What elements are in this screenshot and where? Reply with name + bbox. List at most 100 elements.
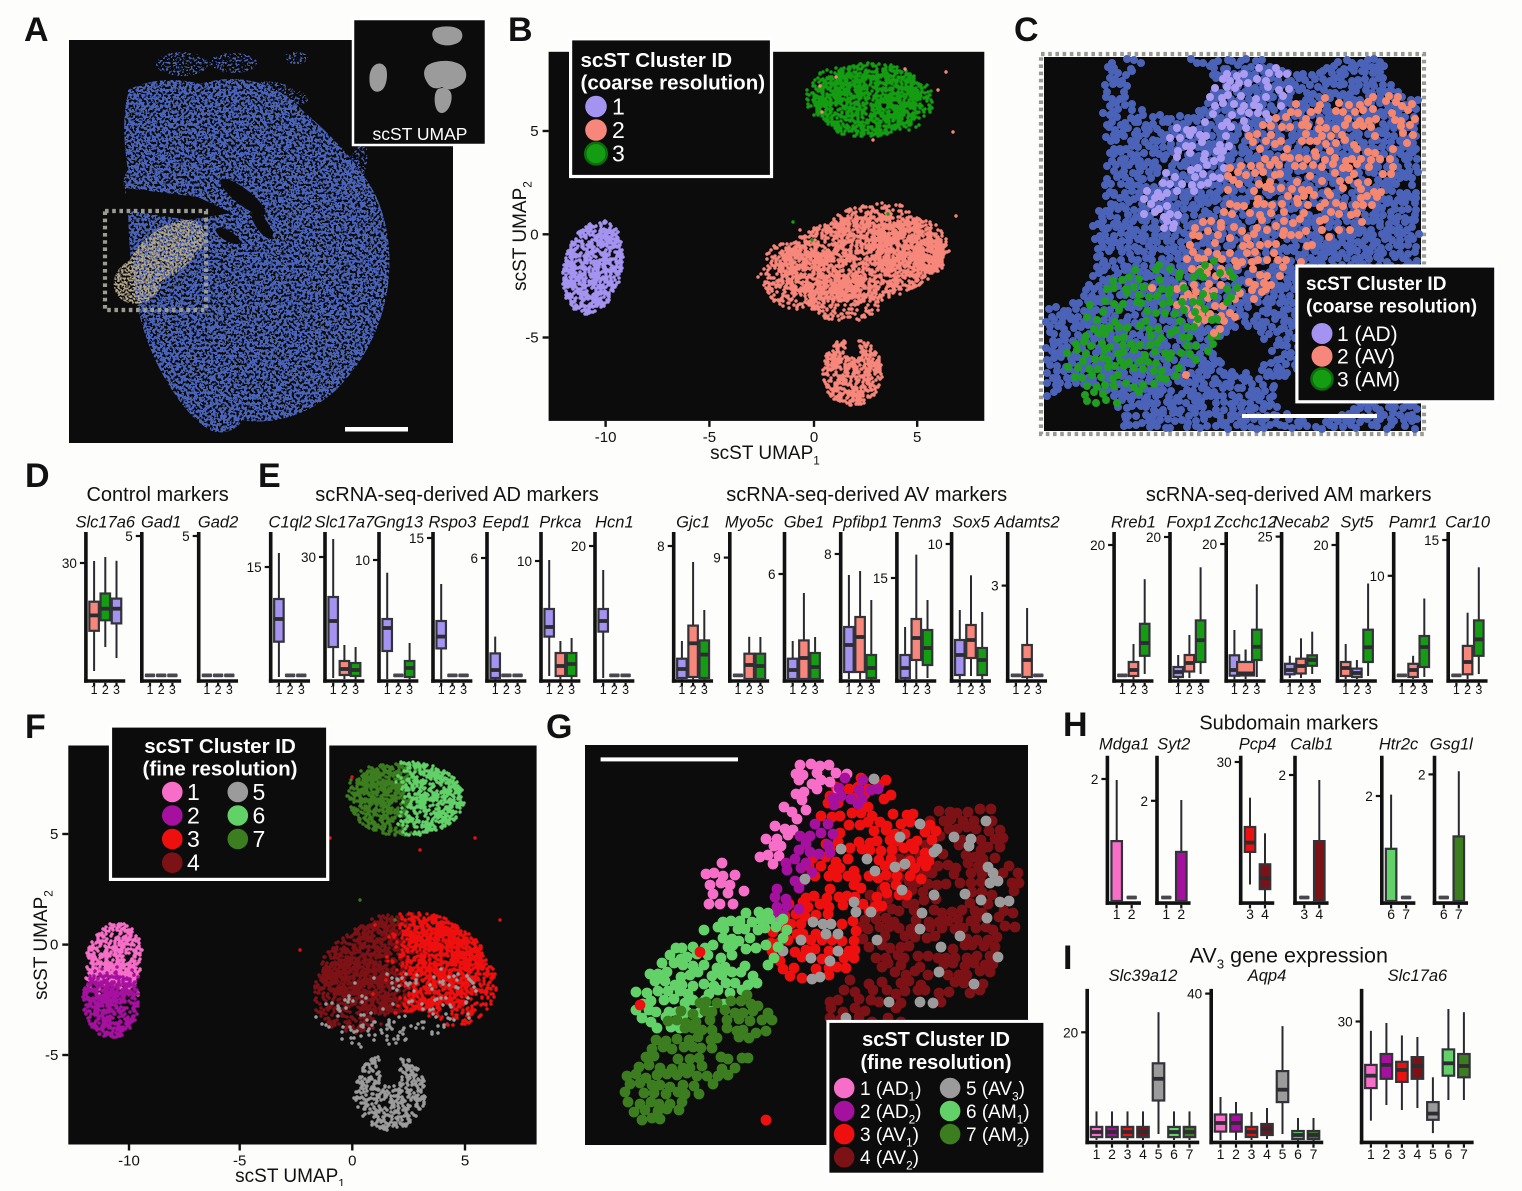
svg-text:2: 2 xyxy=(287,683,294,697)
svg-text:0: 0 xyxy=(810,429,818,446)
svg-text:1: 1 xyxy=(1162,906,1170,922)
svg-text:1: 1 xyxy=(330,683,337,697)
svg-text:F: F xyxy=(25,708,46,746)
svg-text:2: 2 xyxy=(102,683,109,697)
svg-text:4: 4 xyxy=(1261,906,1269,922)
svg-text:3: 3 xyxy=(298,683,305,697)
svg-text:7: 7 xyxy=(1186,1146,1194,1162)
svg-text:(fine resolution): (fine resolution) xyxy=(143,758,298,781)
svg-text:Gng13: Gng13 xyxy=(374,514,424,532)
svg-text:2: 2 xyxy=(1418,767,1426,782)
svg-text:3: 3 xyxy=(612,141,625,167)
svg-text:2: 2 xyxy=(1298,683,1305,697)
svg-text:20: 20 xyxy=(1202,537,1217,552)
svg-text:Zcchc12: Zcchc12 xyxy=(1213,514,1276,532)
svg-text:1 (AD): 1 (AD) xyxy=(1337,323,1398,346)
svg-text:1: 1 xyxy=(1012,683,1019,697)
svg-text:5: 5 xyxy=(50,826,58,843)
svg-text:6: 6 xyxy=(253,803,266,829)
svg-text:4 (AV2​): 4 (AV2​) xyxy=(860,1148,919,1172)
svg-text:4: 4 xyxy=(1263,1146,1271,1162)
svg-text:3: 3 xyxy=(1248,1146,1256,1162)
svg-text:3: 3 xyxy=(1300,906,1308,922)
svg-text:G: G xyxy=(546,708,572,746)
svg-text:30: 30 xyxy=(1338,1015,1353,1030)
svg-text:-5: -5 xyxy=(703,429,716,446)
svg-text:3: 3 xyxy=(187,826,200,852)
svg-text:9: 9 xyxy=(713,551,721,566)
svg-text:2: 2 xyxy=(800,683,807,697)
svg-text:Eepd1: Eepd1 xyxy=(483,514,531,532)
svg-text:6: 6 xyxy=(1294,1146,1302,1162)
svg-text:20: 20 xyxy=(1313,538,1328,553)
svg-text:3: 3 xyxy=(991,579,999,594)
svg-text:3: 3 xyxy=(1197,683,1204,697)
svg-text:2: 2 xyxy=(557,683,564,697)
svg-text:0: 0 xyxy=(50,937,58,954)
svg-text:1: 1 xyxy=(600,683,607,697)
svg-text:30: 30 xyxy=(1217,755,1232,770)
svg-text:-10: -10 xyxy=(595,429,617,446)
svg-text:Ppfibp1: Ppfibp1 xyxy=(832,514,888,532)
svg-text:3: 3 xyxy=(868,683,875,697)
svg-text:Calb1: Calb1 xyxy=(1290,736,1333,754)
svg-text:-5: -5 xyxy=(233,1153,246,1170)
svg-text:2: 2 xyxy=(1024,683,1031,697)
svg-text:1: 1 xyxy=(91,683,98,697)
svg-text:3: 3 xyxy=(460,683,467,697)
svg-text:4: 4 xyxy=(187,850,200,876)
svg-text:20: 20 xyxy=(1063,1025,1078,1040)
svg-text:scST UMAP1​: scST UMAP1​ xyxy=(235,1166,345,1186)
svg-text:1: 1 xyxy=(612,94,625,120)
svg-text:5: 5 xyxy=(1155,1146,1163,1162)
svg-text:2: 2 xyxy=(746,683,753,697)
svg-text:1: 1 xyxy=(492,683,499,697)
svg-text:2: 2 xyxy=(968,683,975,697)
svg-text:2: 2 xyxy=(1383,1146,1391,1162)
svg-text:5: 5 xyxy=(461,1153,469,1170)
svg-text:1: 1 xyxy=(1217,1146,1225,1162)
svg-text:20: 20 xyxy=(1146,530,1161,545)
svg-text:Mdga1: Mdga1 xyxy=(1099,736,1149,754)
svg-text:3: 3 xyxy=(701,683,708,697)
svg-text:Gbe1: Gbe1 xyxy=(784,514,824,532)
svg-text:scST UMAP1​: scST UMAP1​ xyxy=(710,443,820,467)
svg-text:3: 3 xyxy=(1246,906,1254,922)
svg-text:2: 2 xyxy=(1140,794,1148,809)
svg-text:15: 15 xyxy=(1424,533,1439,548)
svg-text:3: 3 xyxy=(979,683,986,697)
svg-text:1: 1 xyxy=(735,683,742,697)
svg-text:2: 2 xyxy=(395,683,402,697)
svg-text:Control markers: Control markers xyxy=(86,484,228,506)
svg-text:Subdomain markers: Subdomain markers xyxy=(1199,713,1378,735)
svg-text:40: 40 xyxy=(1187,987,1202,1002)
svg-text:2: 2 xyxy=(611,683,618,697)
svg-text:5 (AV3​): 5 (AV3​) xyxy=(966,1079,1025,1103)
svg-text:Gjc1: Gjc1 xyxy=(676,514,710,532)
svg-text:4: 4 xyxy=(1414,1146,1422,1162)
svg-text:2: 2 xyxy=(1128,906,1136,922)
svg-text:D: D xyxy=(25,457,50,495)
svg-text:2: 2 xyxy=(503,683,510,697)
svg-text:2: 2 xyxy=(1410,683,1417,697)
svg-text:3: 3 xyxy=(757,683,764,697)
svg-text:E: E xyxy=(258,457,281,495)
svg-text:15: 15 xyxy=(409,531,424,546)
svg-text:7: 7 xyxy=(1460,1146,1468,1162)
svg-text:Htr2c: Htr2c xyxy=(1379,736,1419,754)
svg-text:2: 2 xyxy=(1464,683,1471,697)
svg-text:Sox5: Sox5 xyxy=(952,514,990,532)
svg-text:4: 4 xyxy=(1315,906,1323,922)
svg-text:25: 25 xyxy=(1258,530,1273,545)
svg-text:2: 2 xyxy=(187,803,200,829)
svg-text:A: A xyxy=(24,11,49,49)
svg-text:Slc17a6: Slc17a6 xyxy=(1388,967,1448,985)
svg-text:2: 2 xyxy=(1186,683,1193,697)
svg-text:Syt5: Syt5 xyxy=(1340,514,1374,532)
svg-text:scRNA-seq-derived AV markers: scRNA-seq-derived AV markers xyxy=(726,484,1007,506)
svg-text:1: 1 xyxy=(187,779,200,805)
svg-text:1: 1 xyxy=(1453,683,1460,697)
svg-text:5: 5 xyxy=(182,529,190,544)
svg-text:3: 3 xyxy=(352,683,359,697)
svg-text:2: 2 xyxy=(612,117,625,143)
